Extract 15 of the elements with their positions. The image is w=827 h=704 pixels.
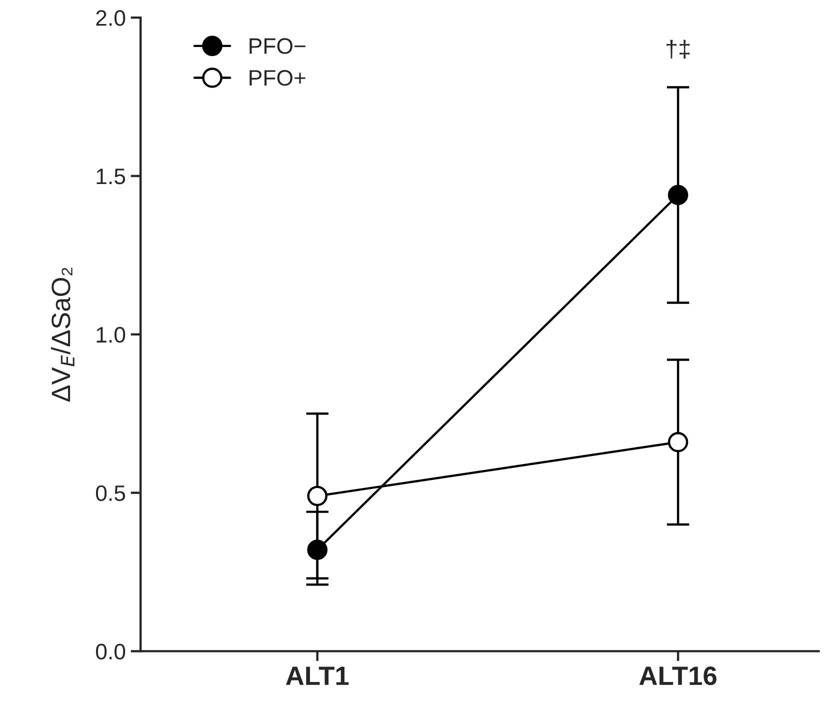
y-axis-title: ΔV$_{E}$/ΔSaO₂ <box>50 268 74 402</box>
y-tick-label: 1.0 <box>96 326 126 343</box>
point <box>668 432 688 452</box>
x-tick-label: ALT16 <box>639 666 716 686</box>
y-tick-label: 2.0 <box>96 10 126 26</box>
y-tick-label: 1.5 <box>96 168 126 184</box>
legend-label: PFO+ <box>250 70 306 86</box>
y-tick-label: 0.5 <box>96 485 126 502</box>
point <box>668 184 688 206</box>
point <box>307 540 328 560</box>
y-tick-label: 0.0 <box>96 644 126 660</box>
annotation: †‡ <box>666 40 690 59</box>
point <box>307 486 328 506</box>
x-tick-label: ALT1 <box>286 666 349 685</box>
legend-label: PFO− <box>250 38 306 54</box>
